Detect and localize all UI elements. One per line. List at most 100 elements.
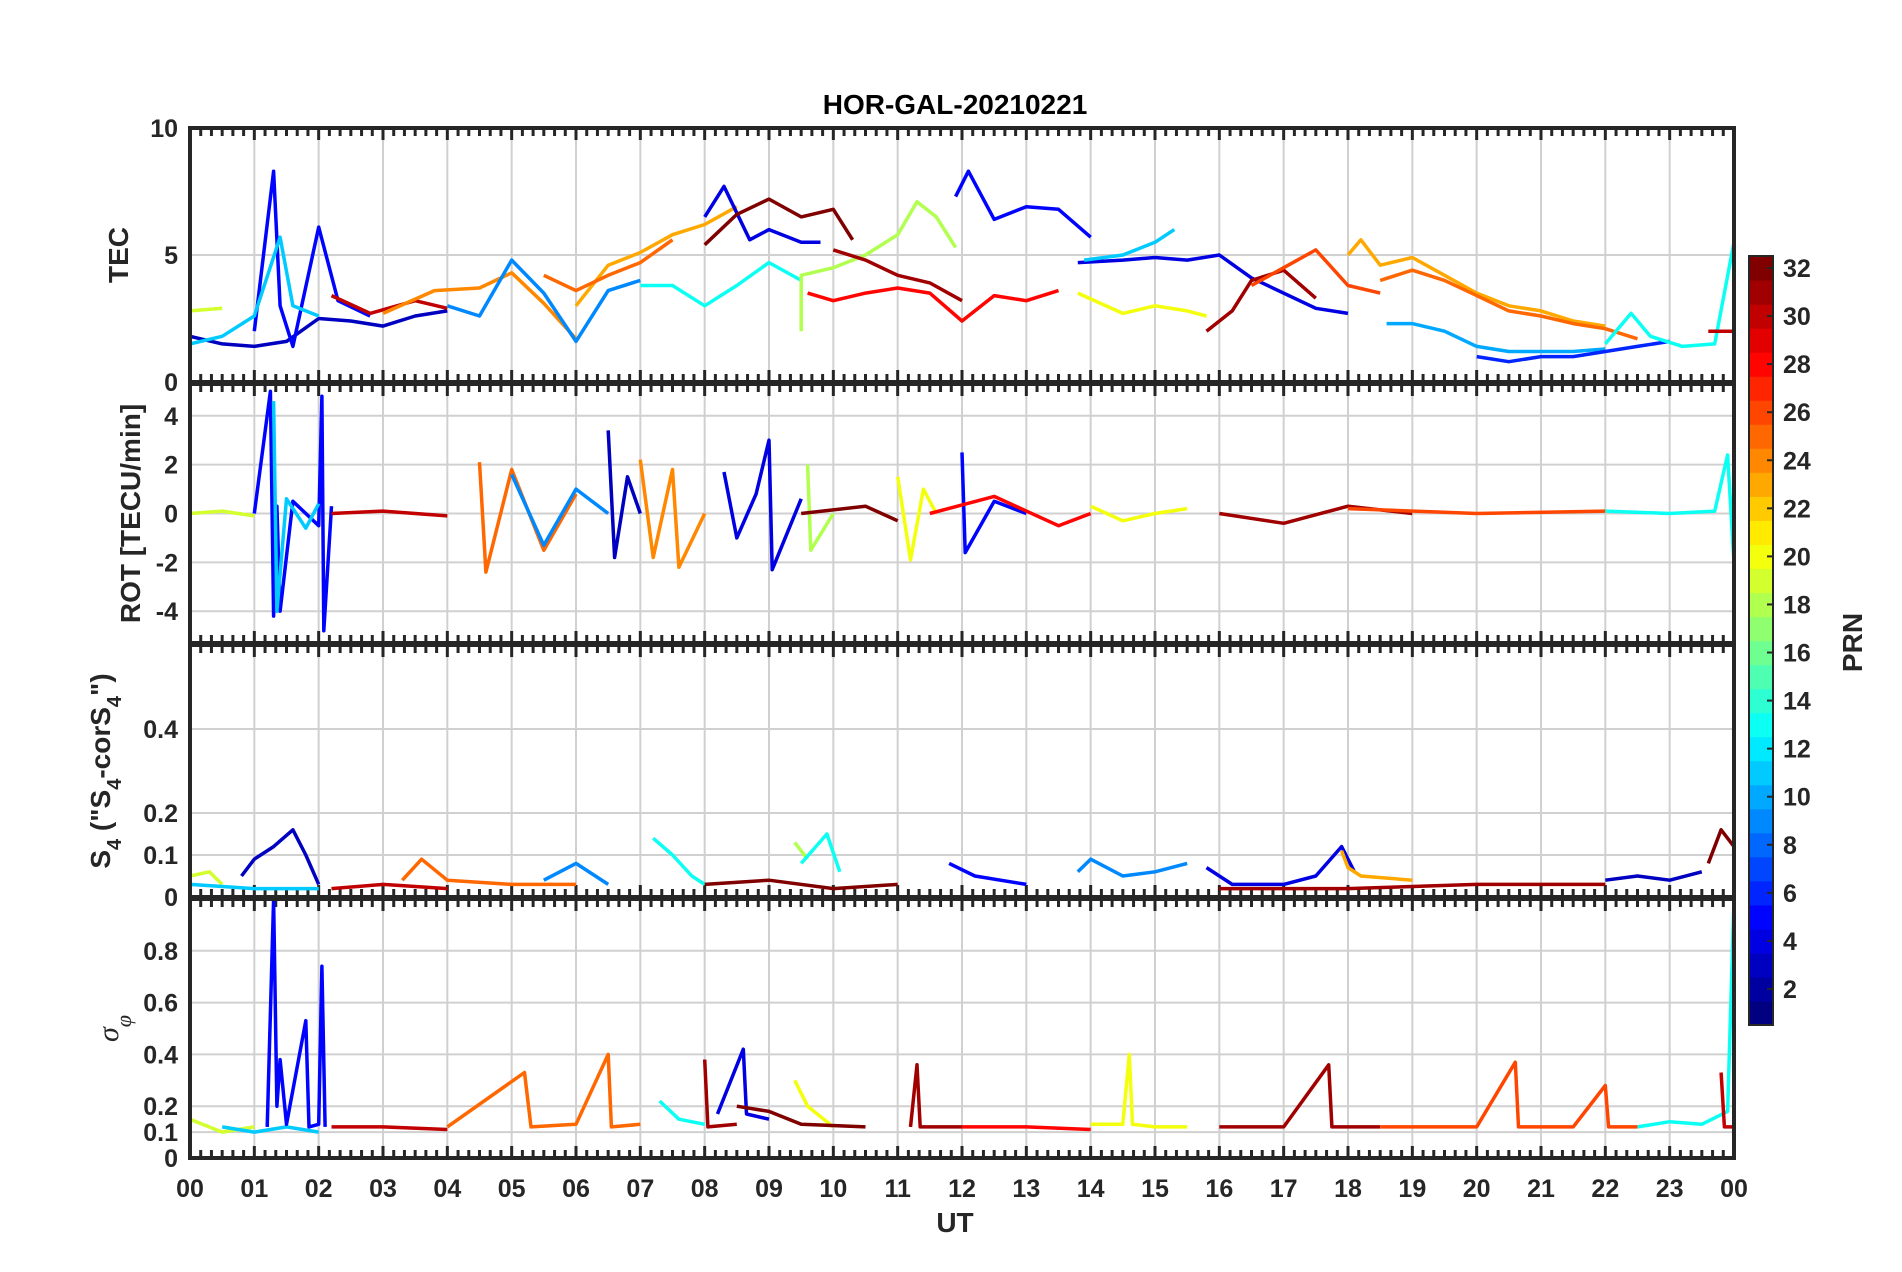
panel-frame bbox=[188, 897, 1736, 1160]
series-line-prn-20 bbox=[1077, 291, 1207, 318]
x-tick-label: 06 bbox=[562, 1175, 590, 1203]
y-axis-label-part: ("S bbox=[85, 790, 116, 839]
series-line-prn-3 bbox=[1605, 870, 1703, 882]
series-group bbox=[190, 899, 1734, 1134]
series-line-prn-32 bbox=[736, 1104, 866, 1129]
series-line-prn-28 bbox=[807, 286, 1060, 323]
y-axis-label-part: -corS bbox=[85, 707, 116, 779]
series-line-prn-13 bbox=[1603, 241, 1734, 349]
series-line-prn-31 bbox=[702, 1059, 737, 1129]
series-line-prn-32 bbox=[1706, 828, 1734, 865]
series-line-prn-25 bbox=[401, 857, 576, 887]
x-tick-label: 16 bbox=[1205, 1175, 1233, 1203]
x-tick-label: 11 bbox=[884, 1175, 911, 1203]
y-tick-label: -2 bbox=[156, 549, 178, 577]
series-group bbox=[190, 169, 1734, 364]
y-axis-label: TEC bbox=[103, 227, 134, 283]
y-tick-label: 0.4 bbox=[143, 1041, 178, 1069]
x-tick-label: 07 bbox=[626, 1175, 654, 1203]
y-tick-label: 0 bbox=[164, 501, 178, 529]
series-line-prn-25 bbox=[446, 1052, 641, 1129]
y-tick-label: 0.2 bbox=[143, 1093, 178, 1121]
colorbar-tick-label: 12 bbox=[1783, 736, 1811, 764]
series-line-prn-4 bbox=[1205, 844, 1356, 887]
series-line-prn-19 bbox=[190, 306, 223, 313]
colorbar-swatch bbox=[1749, 616, 1773, 642]
y-tick-label: 0.8 bbox=[143, 938, 178, 966]
series-line-prn-9 bbox=[1076, 857, 1188, 878]
y-axis-label: S4 ("S4-corS4") bbox=[85, 673, 126, 868]
series-line-prn-5 bbox=[960, 452, 1027, 555]
x-tick-labels: 00 01 02 03 04 05 06 07 08 09 10 11 12 13 14 15 16 17 18 19… bbox=[176, 1175, 1748, 1203]
series-line-prn-19 bbox=[190, 870, 224, 886]
y-axis-label-part: φ bbox=[111, 1015, 136, 1027]
x-tick-label: 05 bbox=[498, 1175, 526, 1203]
series-line-prn-23 bbox=[1339, 850, 1413, 882]
series-line-prn-28 bbox=[929, 494, 1092, 528]
series-line-prn-4 bbox=[1077, 253, 1349, 316]
y-axis-label-part: 4 bbox=[104, 695, 126, 707]
panel-3: 00.10.20.4S4 ("S4-corS4") bbox=[85, 643, 1736, 912]
series-line-prn-18 bbox=[799, 199, 958, 332]
x-tick-label: 23 bbox=[1656, 1175, 1684, 1203]
series-line-prn-11 bbox=[190, 235, 320, 346]
series-line-prn-10 bbox=[1386, 321, 1606, 354]
series-line-prn-3 bbox=[190, 309, 448, 349]
colorbar-tick-label: 16 bbox=[1783, 640, 1811, 668]
colorbar-swatch bbox=[1749, 280, 1773, 305]
colorbar-tick-label: 10 bbox=[1783, 784, 1811, 812]
colorbar-swatch bbox=[1749, 472, 1773, 497]
x-tick-label: 22 bbox=[1591, 1175, 1619, 1203]
x-tick-label: 12 bbox=[948, 1175, 976, 1203]
series-line-prn-4 bbox=[715, 1047, 770, 1121]
series-line-prn-5 bbox=[265, 899, 327, 1129]
series-line-prn-9 bbox=[510, 473, 610, 548]
y-axis-label-part: ") bbox=[85, 673, 116, 696]
colorbar-tick-label: 30 bbox=[1783, 303, 1811, 331]
x-tick-label: 13 bbox=[1012, 1175, 1040, 1203]
series-line-prn-3 bbox=[240, 828, 321, 886]
series-line-prn-26 bbox=[1250, 248, 1381, 295]
series-line-prn-30 bbox=[331, 1125, 448, 1132]
x-tick-label: 17 bbox=[1270, 1175, 1298, 1203]
panel-1: 0 5 10 TEC bbox=[103, 115, 1736, 397]
series-line-prn-11 bbox=[1083, 228, 1176, 262]
x-tick-label: 15 bbox=[1141, 1175, 1169, 1203]
series-line-prn-23 bbox=[1346, 238, 1606, 328]
y-tick-label: 0.2 bbox=[143, 800, 178, 828]
y-tick-label: 0.1 bbox=[143, 1119, 178, 1147]
colorbar-tick-label: 32 bbox=[1783, 255, 1811, 283]
x-tick-label: 00 bbox=[176, 1175, 204, 1203]
colorbar-swatch bbox=[1749, 664, 1773, 690]
series-line-prn-5 bbox=[954, 169, 1092, 239]
series-line-prn-31 bbox=[832, 248, 963, 303]
y-axis-label-part: 4 bbox=[104, 778, 126, 790]
y-tick-label: 0.6 bbox=[143, 990, 178, 1018]
series-line-prn-32 bbox=[703, 197, 855, 247]
colorbar-tick-label: 14 bbox=[1783, 688, 1811, 716]
series-line-prn-28 bbox=[962, 1125, 1091, 1132]
x-tick-label: 21 bbox=[1527, 1175, 1555, 1203]
series-line-prn-25 bbox=[543, 238, 674, 293]
colorbar-swatch bbox=[1749, 904, 1773, 930]
series-line-prn-11 bbox=[221, 1125, 319, 1134]
series-line-prn-13 bbox=[652, 836, 706, 886]
series-line-prn-30 bbox=[330, 294, 448, 316]
series-line-prn-13 bbox=[640, 260, 803, 308]
colorbar-swatch bbox=[1749, 424, 1773, 449]
y-tick-label: 10 bbox=[150, 115, 178, 143]
colorbar-swatch bbox=[1749, 568, 1773, 594]
series-line-prn-3 bbox=[606, 430, 642, 560]
series-line-prn-20 bbox=[895, 476, 938, 562]
series-line-prn-20 bbox=[1089, 504, 1188, 523]
x-tick-label: 10 bbox=[819, 1175, 847, 1203]
series-line-prn-20 bbox=[793, 1079, 835, 1129]
colorbar-swatch bbox=[1749, 1000, 1773, 1026]
series-line-prn-25 bbox=[477, 462, 578, 574]
colorbar-tick-label: 20 bbox=[1783, 543, 1811, 571]
x-tick-label: 09 bbox=[755, 1175, 783, 1203]
series-line-prn-9 bbox=[446, 258, 641, 344]
series-line-prn-26 bbox=[1380, 1060, 1638, 1129]
